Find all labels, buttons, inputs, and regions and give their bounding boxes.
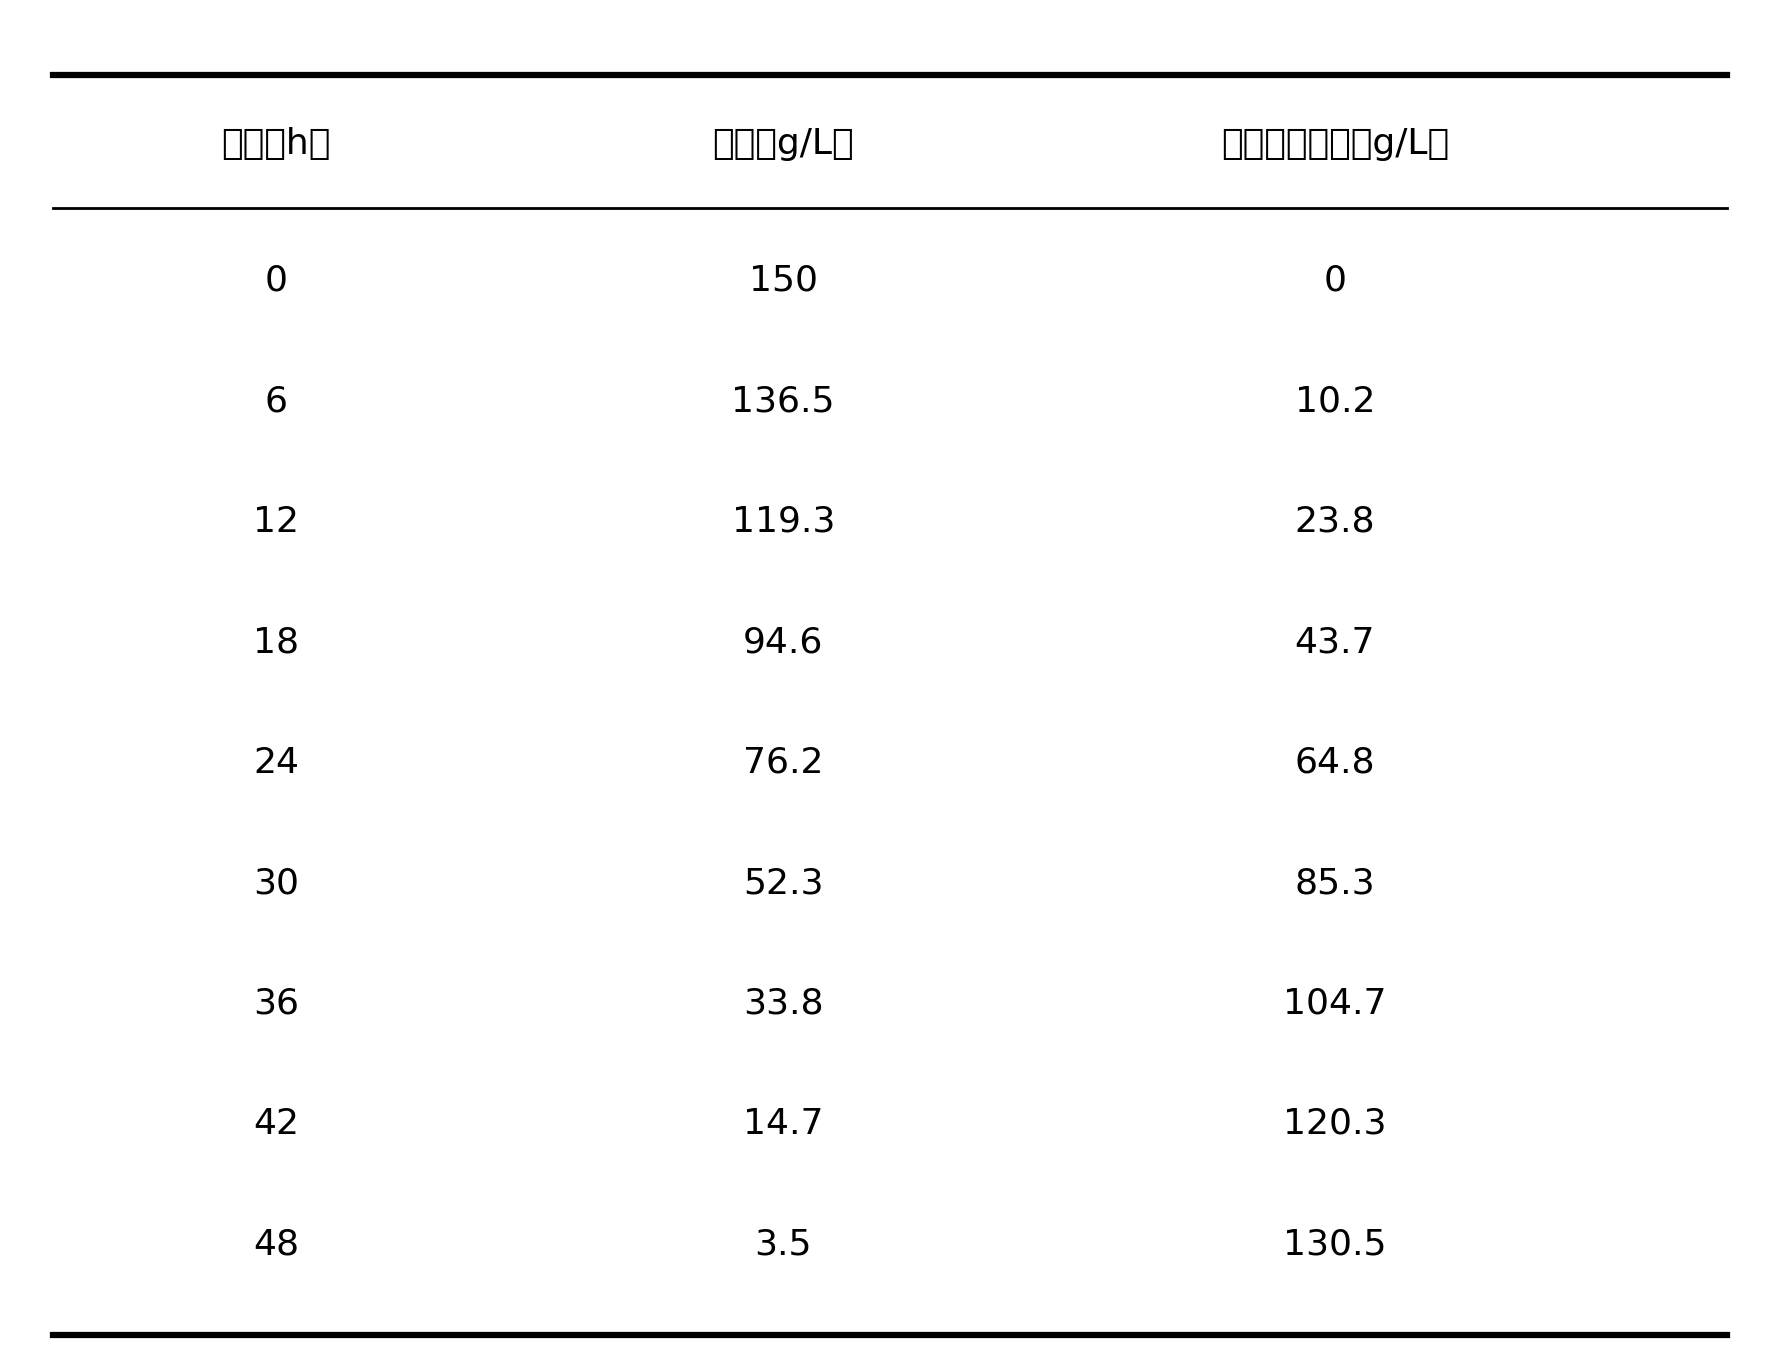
- Text: 76.2: 76.2: [742, 746, 824, 779]
- Text: 12: 12: [253, 505, 299, 538]
- Text: 23.8: 23.8: [1294, 505, 1376, 538]
- Text: 3.5: 3.5: [755, 1228, 812, 1261]
- Text: 119.3: 119.3: [732, 505, 835, 538]
- Text: 64.8: 64.8: [1294, 746, 1376, 779]
- Text: 0: 0: [1324, 264, 1346, 297]
- Text: 43.7: 43.7: [1294, 626, 1376, 658]
- Text: 10.2: 10.2: [1294, 385, 1376, 418]
- Text: 6: 6: [265, 385, 287, 418]
- Text: 52.3: 52.3: [742, 867, 824, 899]
- Text: 94.6: 94.6: [742, 626, 824, 658]
- Text: 42: 42: [253, 1108, 299, 1140]
- Text: 时间（h）: 时间（h）: [221, 127, 331, 160]
- Text: 14.7: 14.7: [742, 1108, 824, 1140]
- Text: 150: 150: [749, 264, 817, 297]
- Text: 136.5: 136.5: [732, 385, 835, 418]
- Text: 总糖（g/L）: 总糖（g/L）: [712, 127, 854, 160]
- Text: 18: 18: [253, 626, 299, 658]
- Text: 85.3: 85.3: [1294, 867, 1376, 899]
- Text: 48: 48: [253, 1228, 299, 1261]
- Text: 乳酸累计产量（g/L）: 乳酸累计产量（g/L）: [1221, 127, 1449, 160]
- Text: 30: 30: [253, 867, 299, 899]
- Text: 24: 24: [253, 746, 299, 779]
- Text: 33.8: 33.8: [742, 987, 824, 1020]
- Text: 120.3: 120.3: [1283, 1108, 1387, 1140]
- Text: 130.5: 130.5: [1283, 1228, 1387, 1261]
- Text: 36: 36: [253, 987, 299, 1020]
- Text: 104.7: 104.7: [1283, 987, 1387, 1020]
- Text: 0: 0: [265, 264, 287, 297]
